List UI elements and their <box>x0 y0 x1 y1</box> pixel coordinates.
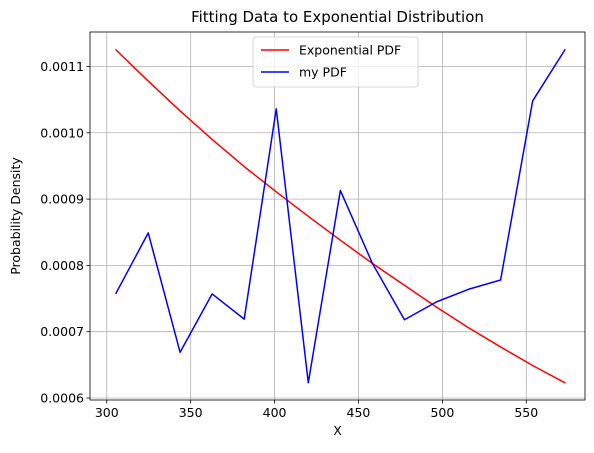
y-tick-label: 0.0011 <box>40 59 84 74</box>
series-line-my-pdf <box>114 48 566 384</box>
legend-label: my PDF <box>299 65 347 80</box>
series-layer <box>114 48 566 384</box>
legend-box <box>252 36 419 88</box>
series-line-exponential-pdf <box>114 48 566 384</box>
x-axis-label: X <box>333 423 342 438</box>
legend-label: Exponential PDF <box>299 43 401 58</box>
legend: Exponential PDF my PDF <box>252 36 419 88</box>
x-tick-label: 400 <box>263 405 287 420</box>
x-tick-label: 500 <box>430 405 454 420</box>
chart-title: Fitting Data to Exponential Distribution <box>191 8 484 26</box>
x-tick-label: 350 <box>179 405 203 420</box>
ticks: 300 350 400 450 500 550 0.0006 0.0007 0.0008 0.00… <box>40 59 538 420</box>
x-tick-label: 550 <box>514 405 538 420</box>
x-tick-label: 300 <box>95 405 119 420</box>
y-tick-label: 0.0006 <box>40 391 84 406</box>
plot-frame <box>89 31 586 401</box>
y-tick-label: 0.0010 <box>40 125 84 140</box>
x-tick-label: 450 <box>347 405 371 420</box>
y-tick-label: 0.0009 <box>40 192 84 207</box>
y-tick-label: 0.0007 <box>40 324 84 339</box>
y-axis-label: Probability Density <box>8 157 23 275</box>
grid <box>90 32 585 400</box>
y-tick-label: 0.0008 <box>40 258 84 273</box>
